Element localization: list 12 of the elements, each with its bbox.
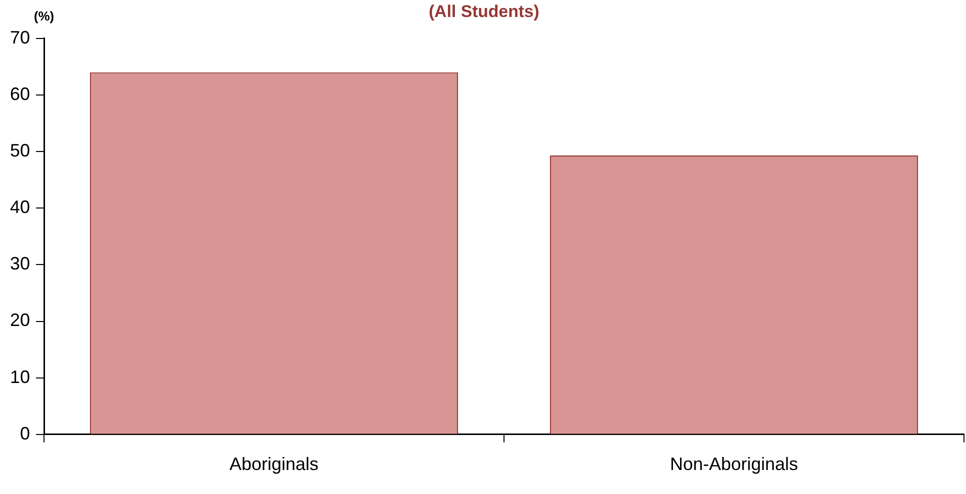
y-tick-label: 30 <box>10 254 30 274</box>
y-axis-title: (%) <box>34 8 54 24</box>
y-tick-label: 60 <box>10 84 30 104</box>
y-tick-label: 40 <box>10 197 30 218</box>
y-tick-label: 0 <box>20 423 30 444</box>
y-tick-label: 20 <box>10 310 30 330</box>
x-tick-label: Aboriginals <box>229 454 319 474</box>
y-tick-label: 50 <box>10 140 30 161</box>
y-tick-label: 10 <box>10 366 30 387</box>
x-tick-label: Non-Aboriginals <box>670 454 798 474</box>
chart-title: (All Students) <box>428 2 540 21</box>
y-tick-label: 70 <box>10 27 30 48</box>
